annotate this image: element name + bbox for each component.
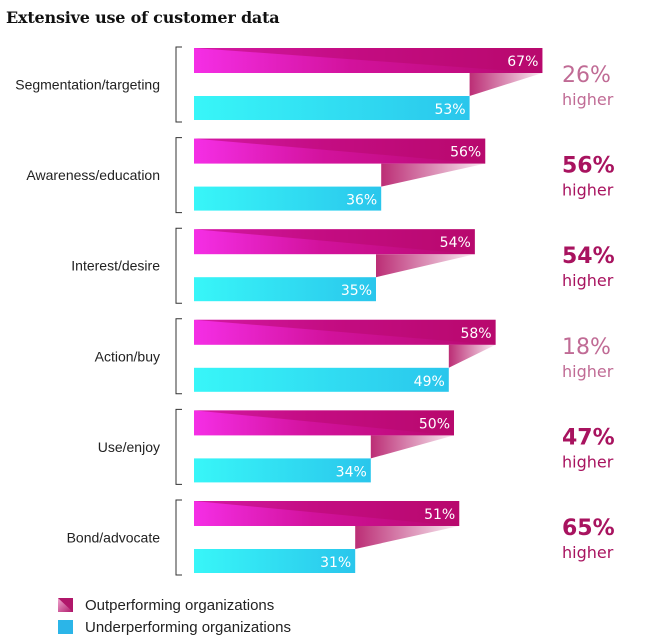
difference-value: 54% <box>562 244 615 269</box>
category-label: Interest/desire <box>71 258 160 274</box>
difference-caption: higher <box>562 543 614 562</box>
bar-value-label: 36% <box>346 193 377 209</box>
bar-outperforming-shade <box>194 410 454 436</box>
difference-value: 65% <box>562 516 615 541</box>
category-label: Bond/advocate <box>67 530 161 546</box>
category-label: Action/buy <box>95 348 160 364</box>
bar-underperforming <box>194 367 449 392</box>
bar-underperforming <box>194 458 371 483</box>
category-bracket <box>175 46 182 123</box>
difference-connector <box>376 254 475 278</box>
bar-value-label: 31% <box>320 555 351 571</box>
bar-underperforming <box>194 549 356 573</box>
bar-value-label: 49% <box>414 374 445 390</box>
difference-caption: higher <box>562 271 614 290</box>
category-group: Interest/desire 54% 35% 54% higher <box>71 227 615 304</box>
bar-value-label: 67% <box>507 54 538 70</box>
category-label: Use/enjoy <box>98 439 160 455</box>
legend-swatch-underperforming <box>58 620 73 634</box>
bar-outperforming-shade <box>194 501 460 526</box>
bar-value-label: 51% <box>424 507 455 523</box>
bar-outperforming-shade <box>194 319 496 345</box>
category-label: Segmentation/targeting <box>15 77 160 93</box>
difference-connector <box>370 435 454 459</box>
difference-value: 56% <box>562 154 615 179</box>
difference-value: 47% <box>562 425 615 450</box>
bar-underperforming <box>194 277 376 302</box>
bar-value-label: 56% <box>450 145 481 161</box>
difference-connector <box>381 163 486 187</box>
legend-item-outperforming: Outperforming organizations <box>58 594 291 616</box>
bar-value-label: 50% <box>419 416 450 432</box>
category-bracket <box>175 227 182 304</box>
category-group: Awareness/education 56% 36% 56% higher <box>26 137 615 214</box>
difference-connector <box>448 344 496 368</box>
bar-value-label: 53% <box>434 102 465 118</box>
category-group: Action/buy 58% 49% 18% higher <box>95 318 614 395</box>
difference-connector <box>355 526 460 549</box>
bar-outperforming-shade <box>194 138 486 164</box>
difference-value: 26% <box>562 63 611 88</box>
difference-caption: higher <box>562 452 614 471</box>
bar-value-label: 54% <box>440 235 471 251</box>
bar-outperforming-shade <box>194 229 475 255</box>
legend-label: Outperforming organizations <box>85 596 275 614</box>
legend-label: Underperforming organizations <box>85 618 291 636</box>
legend-swatch-outperforming <box>58 598 73 612</box>
category-group: Use/enjoy 50% 34% 47% higher <box>98 408 615 485</box>
category-label: Awareness/education <box>26 167 160 183</box>
chart-title: Extensive use of customer data <box>6 8 280 27</box>
legend-item-underperforming: Underperforming organizations <box>58 616 291 638</box>
bar-value-label: 35% <box>341 283 372 299</box>
category-bracket <box>175 318 182 395</box>
bar-underperforming <box>194 96 470 120</box>
difference-value: 18% <box>562 335 611 360</box>
category-bracket <box>175 499 182 576</box>
bar-value-label: 34% <box>336 464 367 480</box>
difference-caption: higher <box>562 362 614 381</box>
category-bracket <box>175 408 182 485</box>
bar-underperforming <box>194 186 382 211</box>
bar-value-label: 58% <box>460 326 491 342</box>
category-bracket <box>175 137 182 214</box>
difference-caption: higher <box>562 181 614 200</box>
difference-connector <box>469 73 543 96</box>
difference-caption: higher <box>562 90 614 109</box>
category-group: Bond/advocate 51% 31% 65% higher <box>67 499 615 576</box>
bar-outperforming-shade <box>194 48 543 73</box>
legend: Outperforming organizations Underperform… <box>58 594 291 638</box>
category-group: Segmentation/targeting 67% 53% 26% higher <box>15 46 614 123</box>
